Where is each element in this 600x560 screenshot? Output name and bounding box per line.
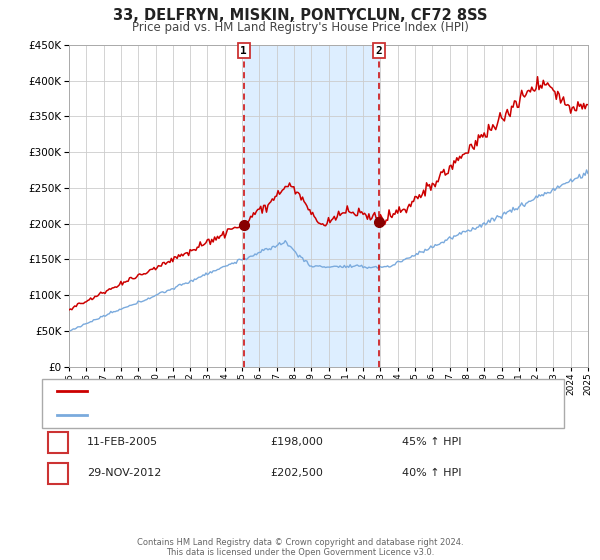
- Text: HPI: Average price, detached house, Rhondda Cynon Taf: HPI: Average price, detached house, Rhon…: [93, 409, 401, 419]
- Text: 1: 1: [55, 436, 61, 449]
- Bar: [244, 45, 379, 367]
- Text: £198,000: £198,000: [270, 437, 323, 447]
- Text: Price paid vs. HM Land Registry's House Price Index (HPI): Price paid vs. HM Land Registry's House …: [131, 21, 469, 34]
- Text: 2: 2: [375, 45, 382, 55]
- Text: 33, DELFRYN, MISKIN, PONTYCLUN, CF72 8SS (detached house): 33, DELFRYN, MISKIN, PONTYCLUN, CF72 8SS…: [93, 386, 439, 396]
- Text: 11-FEB-2005: 11-FEB-2005: [87, 437, 158, 447]
- Text: 29-NOV-2012: 29-NOV-2012: [87, 468, 161, 478]
- Text: 45% ↑ HPI: 45% ↑ HPI: [402, 437, 461, 447]
- Text: 40% ↑ HPI: 40% ↑ HPI: [402, 468, 461, 478]
- Text: 2: 2: [55, 466, 61, 480]
- Text: £202,500: £202,500: [270, 468, 323, 478]
- Text: Contains HM Land Registry data © Crown copyright and database right 2024.
This d: Contains HM Land Registry data © Crown c…: [137, 538, 463, 557]
- Text: 1: 1: [241, 45, 247, 55]
- Text: 33, DELFRYN, MISKIN, PONTYCLUN, CF72 8SS: 33, DELFRYN, MISKIN, PONTYCLUN, CF72 8SS: [113, 8, 487, 24]
